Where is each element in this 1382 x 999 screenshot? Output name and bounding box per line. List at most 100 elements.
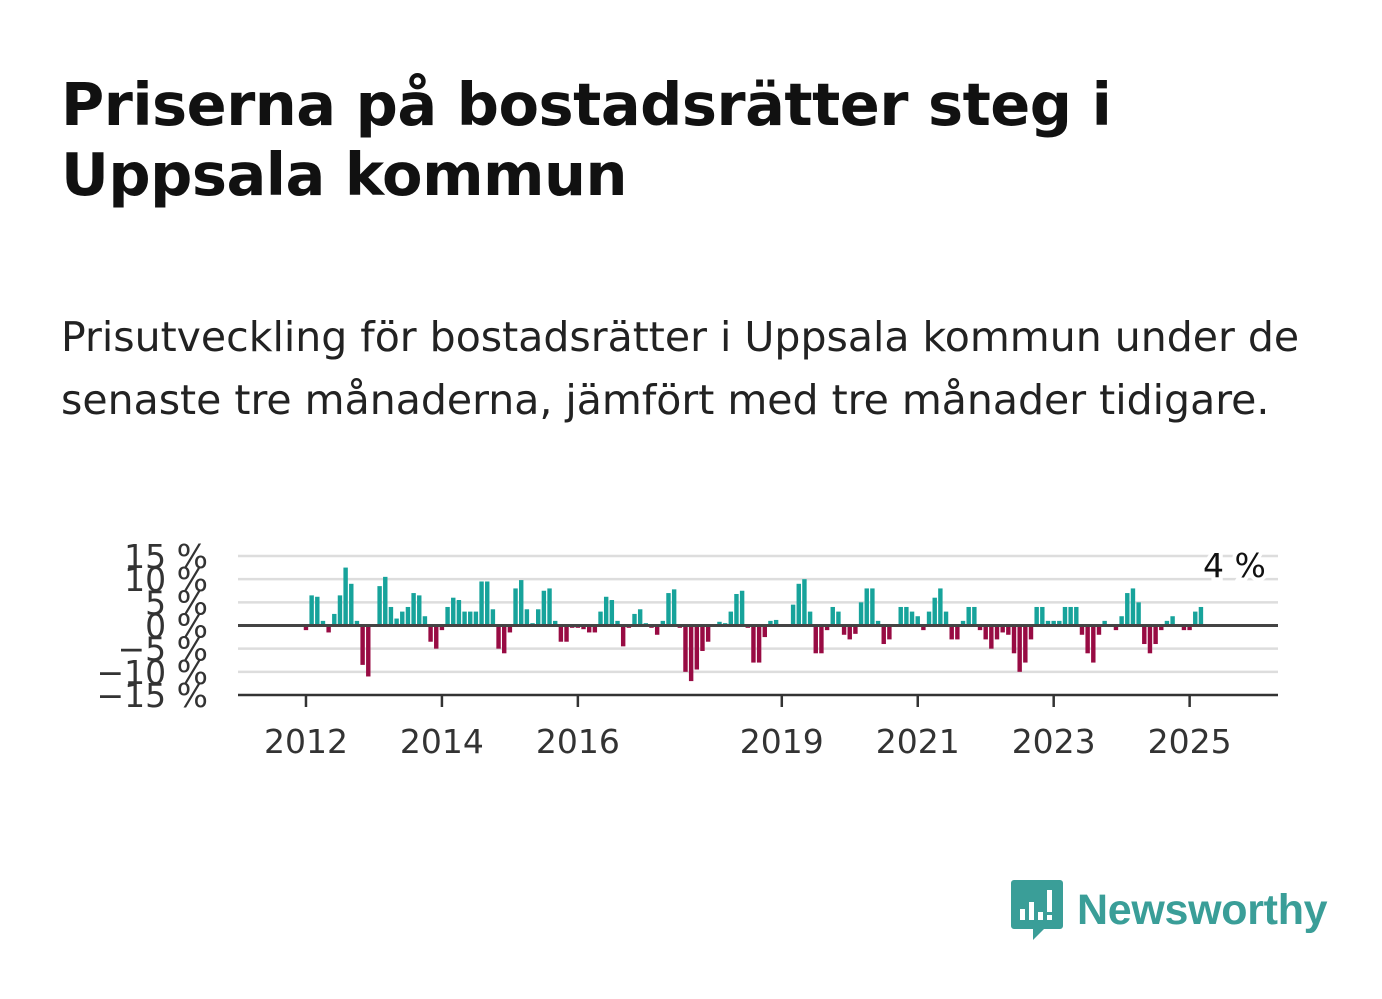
bar-chart: 15 %10 %5 %0 %−5 %−10 %−15 % 2012 2014 2016… [97,537,1278,761]
y-tick-label: −15 % [97,676,209,715]
bar [1085,625,1090,654]
bar [309,595,314,626]
bar [802,579,807,626]
bar [496,625,501,649]
x-tick-label: 2025 [1148,722,1232,761]
bar [983,625,988,640]
bar [558,625,564,642]
bar [870,588,875,626]
bar [1159,625,1164,631]
y-tick-label: −10 % [97,653,209,692]
bar [824,625,830,631]
bar [739,590,745,626]
bar [388,606,394,626]
x-tick-label: 2014 [400,722,484,761]
bar [411,593,416,626]
bar [1181,625,1187,631]
bar [632,613,637,626]
bar [332,613,337,626]
bar [394,618,399,626]
x-tick-label: 2023 [1012,722,1096,761]
bar [813,625,818,654]
bar [1091,625,1096,663]
bar [564,625,569,642]
bar [836,611,841,626]
bar [1023,625,1028,663]
value-annotation: 4 % [1203,546,1266,585]
bar [807,611,813,626]
bar [909,611,915,626]
bar [762,625,767,638]
bar [1006,625,1011,635]
bar [462,611,467,626]
bar [343,567,348,626]
bar [705,625,711,642]
bar [898,606,903,626]
bar [977,625,983,631]
bar [949,625,954,640]
bar [921,625,926,631]
bar [1125,593,1130,626]
bar [479,581,484,626]
bar [683,625,688,672]
newsworthy-logo: Newsworthy [1011,879,1328,941]
bar [598,611,603,626]
bar [1062,606,1068,626]
bar [439,625,445,631]
bar [966,606,971,626]
bar [666,593,671,626]
bar [1142,625,1147,645]
bar [502,625,507,654]
newsworthy-logo-icon [1011,880,1063,940]
bar [1057,620,1062,626]
bar [734,593,739,626]
x-tick-label: 2021 [876,722,960,761]
bar [700,625,705,651]
bar [819,625,824,654]
bar [1119,616,1124,626]
bar [451,597,456,626]
bar [366,625,371,677]
bar [1153,625,1158,645]
bar [320,620,326,626]
bar [1034,606,1039,626]
bar [1000,625,1005,633]
bar [360,625,365,665]
bar [841,625,847,635]
bar [536,609,541,626]
bar [1079,625,1085,635]
bar [337,595,343,626]
bar [1017,625,1022,672]
chart-title: Priserna på bostadsrätter steg i Uppsala… [61,70,1112,209]
bar [926,611,932,626]
bar [830,606,835,626]
bar [915,616,920,626]
x-tick-label: 2019 [740,722,824,761]
bar [637,609,643,626]
bar [773,619,779,626]
bar [1051,620,1056,626]
bar [751,625,756,663]
bar [1193,611,1198,626]
bar [615,620,620,626]
bar [728,611,733,626]
bar [490,609,496,626]
bar [422,616,428,626]
bar [768,620,773,626]
brand-name: Newsworthy [1077,885,1328,934]
bar [428,625,433,642]
bar [1068,606,1073,626]
bar [456,600,462,626]
chart-subtitle: Prisutveckling för bostadsrätter i Uppsa… [61,313,1300,424]
bar [660,620,666,626]
y-tick-label: 10 % [124,560,208,599]
bar [1102,620,1107,626]
bar [400,611,405,626]
bar [354,620,360,626]
bar [671,589,677,626]
bar [586,625,592,633]
bar [1113,625,1119,631]
bar [417,595,422,626]
bar [858,602,864,626]
bar [620,625,626,647]
